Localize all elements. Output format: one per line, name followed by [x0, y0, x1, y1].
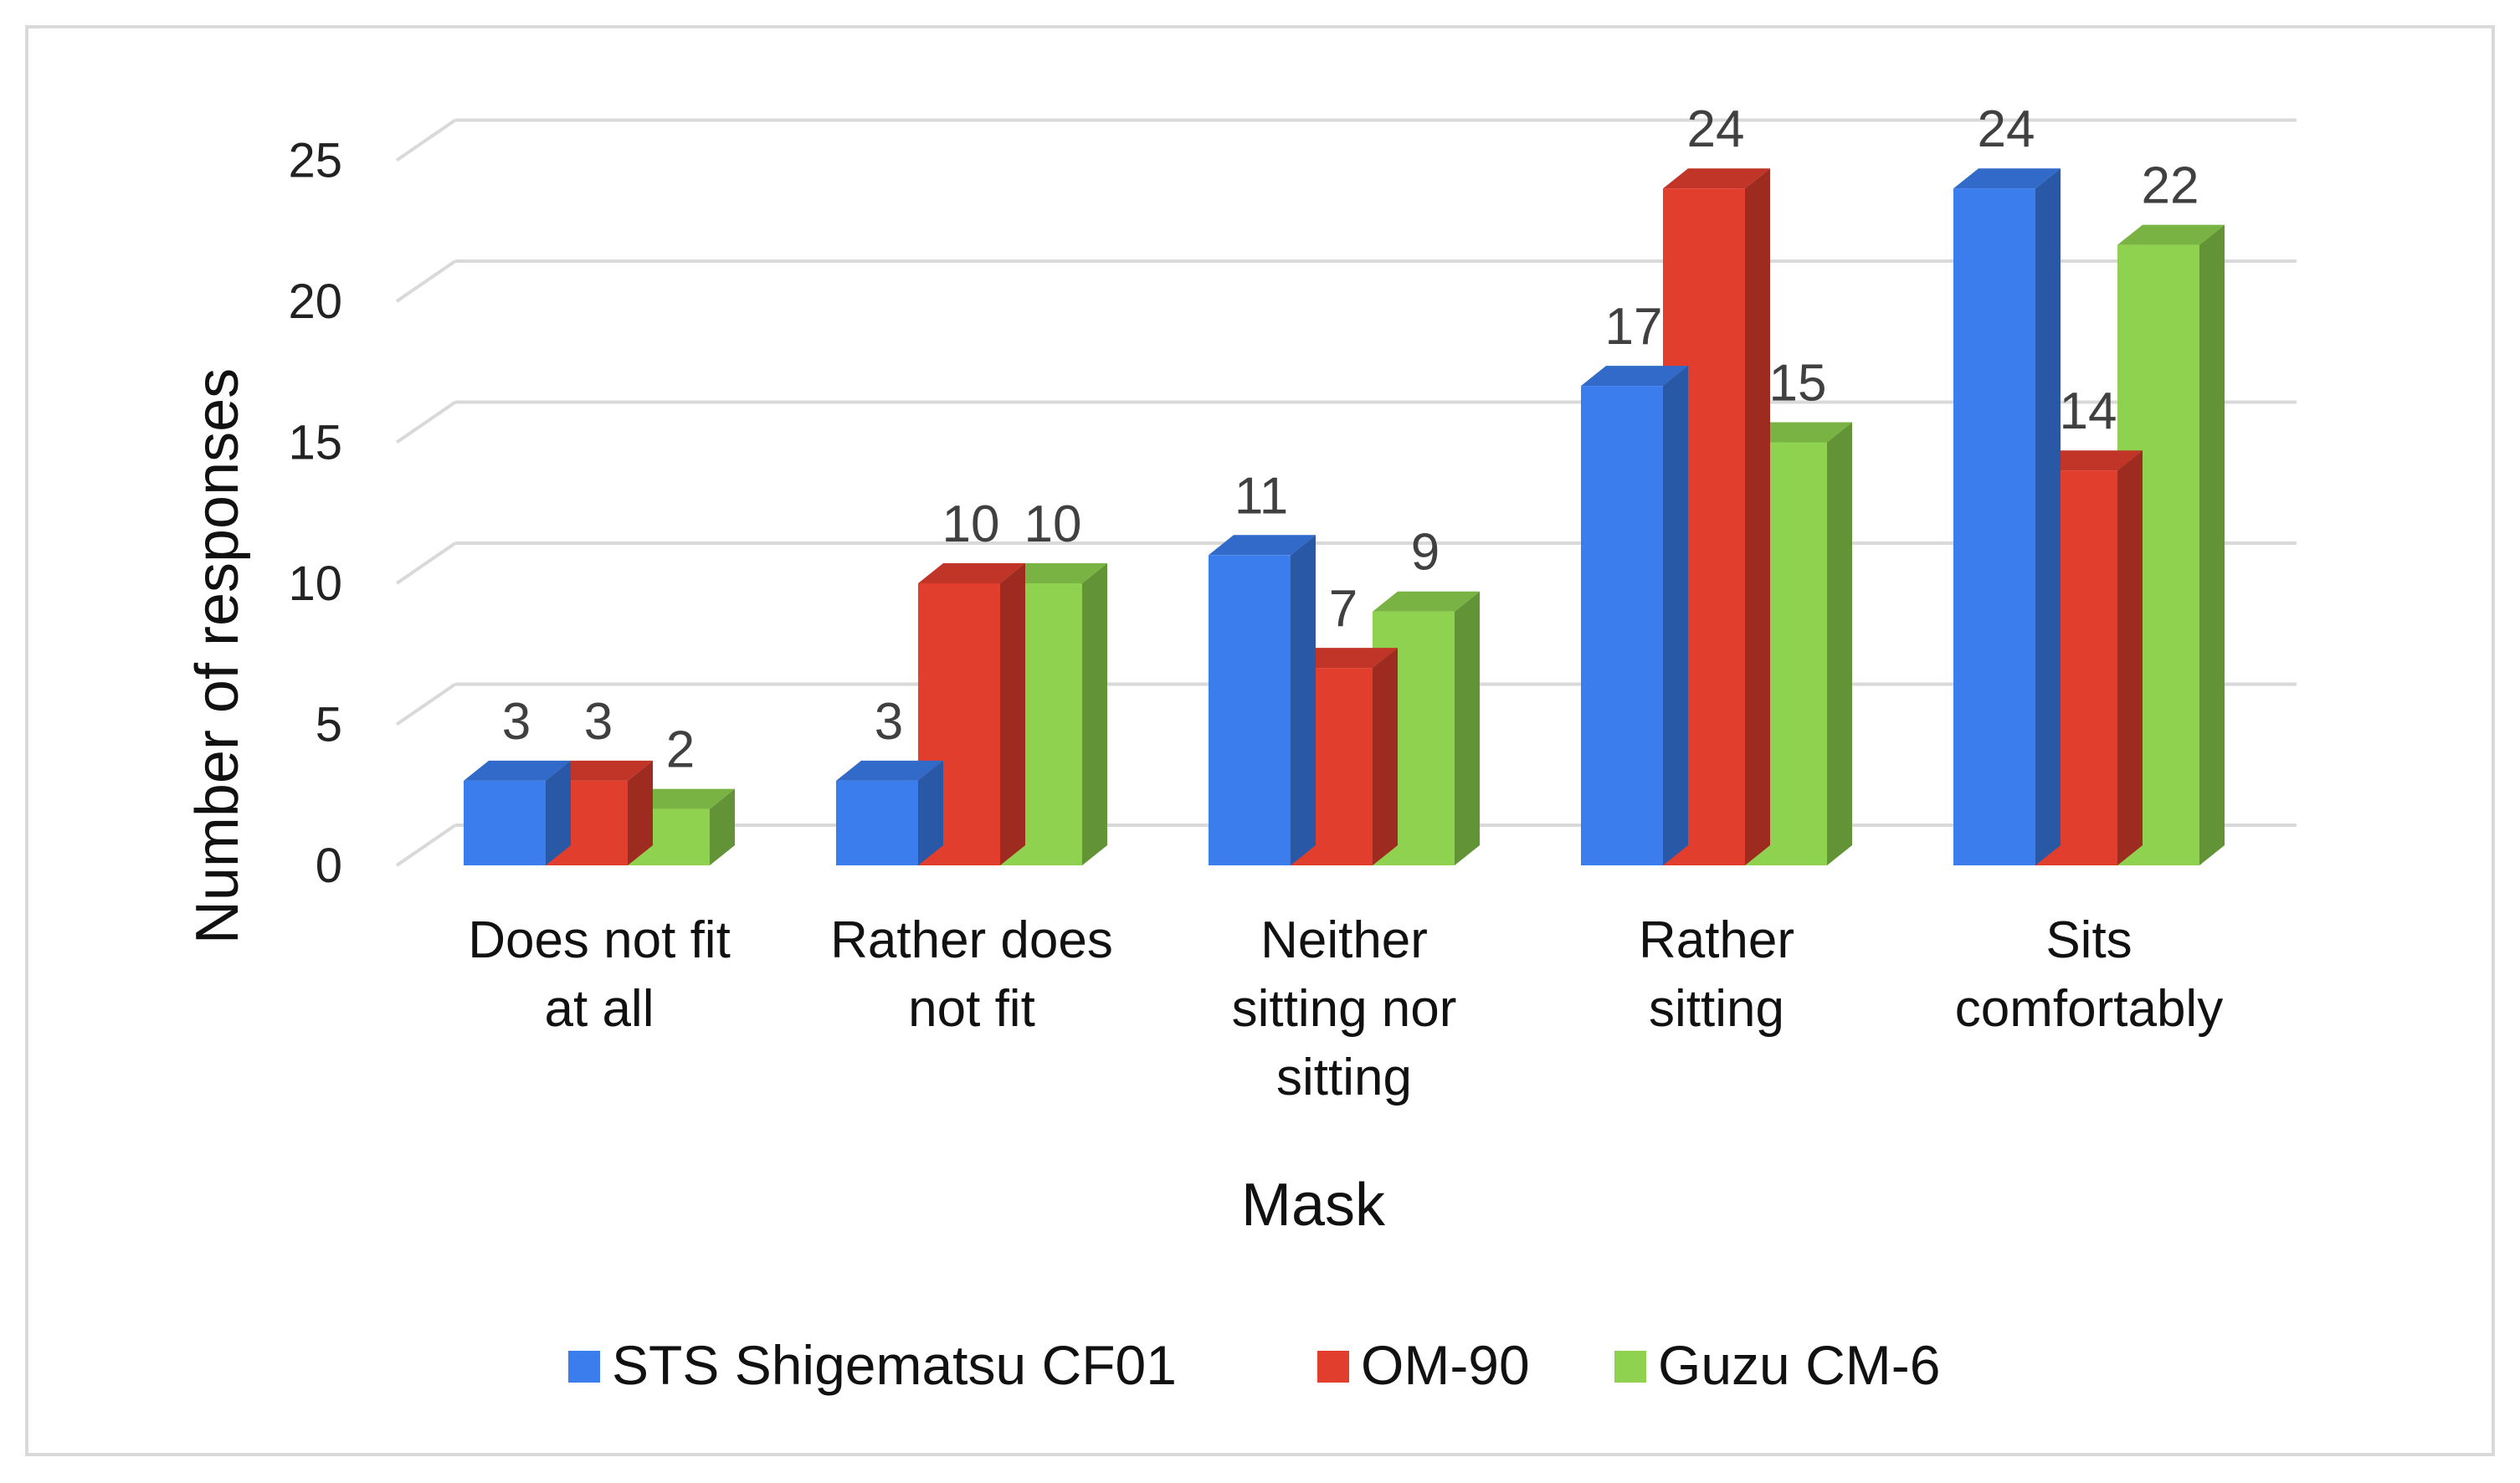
bar-side — [2117, 450, 2143, 865]
bar-top — [1209, 535, 1316, 556]
legend-label: Guzu CM-6 — [1658, 1334, 1940, 1396]
legend-label: STS Shigematsu CF01 — [612, 1334, 1177, 1396]
bar-top — [1581, 366, 1688, 387]
bar-top — [1291, 648, 1398, 669]
gridline-depth — [395, 400, 457, 444]
bar-top — [1745, 422, 1852, 443]
y-tick-label: 20 — [288, 275, 342, 329]
gridline-depth — [395, 682, 457, 726]
bar-side — [918, 760, 943, 865]
data-label: 10 — [942, 495, 1000, 553]
gridline-depth — [395, 824, 457, 867]
x-category-label: not fit — [908, 980, 1035, 1038]
data-label: 9 — [1411, 524, 1440, 582]
bar-side — [1745, 168, 1770, 865]
bar — [1209, 555, 1291, 865]
y-axis-title: Number of responses — [184, 368, 251, 944]
x-axis-title: Mask — [1241, 1172, 1386, 1239]
data-label: 14 — [2060, 382, 2117, 440]
x-category-label: sitting — [1276, 1049, 1412, 1106]
y-tick-label: 15 — [288, 416, 342, 470]
x-category-label: sitting — [1649, 980, 1784, 1038]
bar-top — [1663, 168, 1770, 189]
legend-label: OM-90 — [1361, 1334, 1530, 1396]
bar-top — [1000, 563, 1107, 583]
data-label: 15 — [1769, 355, 1827, 413]
data-label: 24 — [1978, 100, 2035, 158]
bar-top — [918, 563, 1025, 583]
bar-side — [1827, 422, 1852, 865]
data-label: 22 — [2142, 157, 2199, 215]
legend-swatch — [568, 1351, 600, 1383]
y-tick-label: 0 — [316, 839, 342, 893]
data-label: 17 — [1605, 298, 1663, 356]
y-tick-label: 25 — [288, 134, 342, 188]
bar-side — [546, 760, 571, 865]
data-label: 10 — [1024, 495, 1082, 553]
bar-side — [1291, 535, 1316, 865]
gridline-depth — [395, 259, 457, 303]
bar — [464, 780, 546, 865]
x-category-label: comfortably — [1955, 980, 2223, 1038]
bar-top — [546, 760, 653, 781]
bar-side — [710, 788, 735, 865]
bar-top — [836, 760, 943, 781]
legend-swatch — [1317, 1351, 1349, 1383]
bar-top — [1953, 168, 2061, 189]
bar-top — [464, 760, 571, 781]
bar-top — [628, 788, 735, 809]
data-label: 24 — [1687, 100, 1745, 158]
bar — [1581, 386, 1663, 866]
bar-side — [1663, 366, 1688, 866]
bar-top — [1373, 591, 1480, 612]
data-label: 7 — [1329, 580, 1358, 638]
bar-side — [1082, 563, 1107, 865]
legend-swatch — [1614, 1351, 1646, 1383]
data-label: 2 — [666, 721, 695, 779]
x-category-label: sitting nor — [1232, 980, 1457, 1038]
bar-side — [628, 760, 653, 865]
x-category-label: Rather — [1639, 911, 1794, 969]
bar — [836, 780, 918, 865]
bar-side — [1455, 591, 1480, 865]
x-category-label: Neither — [1260, 911, 1428, 969]
x-category-label: Sits — [2045, 911, 2132, 969]
data-label: 3 — [875, 693, 903, 751]
bar-side — [2035, 168, 2061, 865]
x-category-label: Rather does — [830, 911, 1113, 969]
bar — [1953, 188, 2035, 865]
bar-side — [1373, 648, 1398, 865]
bar-side — [2199, 224, 2225, 866]
bar-side — [1000, 563, 1025, 865]
chart-frame: 0 5 10 15 20 25 3 3 2 Does not fit at all 3 10 10 Rath… — [25, 25, 2495, 1456]
y-tick-label: 5 — [316, 698, 342, 752]
x-category-label: at all — [545, 980, 654, 1038]
bar-top — [2117, 224, 2225, 245]
bar-top — [2035, 450, 2143, 471]
data-label: 3 — [584, 693, 613, 751]
y-tick-label: 10 — [288, 557, 342, 611]
x-category-label: Does not fit — [468, 911, 731, 969]
gridline-depth — [395, 541, 457, 585]
data-label: 3 — [502, 693, 531, 751]
gridline-depth — [395, 118, 457, 162]
data-label: 11 — [1234, 467, 1288, 525]
